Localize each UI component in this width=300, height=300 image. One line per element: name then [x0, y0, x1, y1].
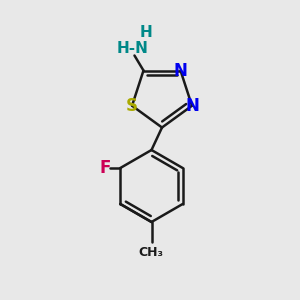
Text: N: N	[185, 97, 199, 115]
Text: H: H	[139, 25, 152, 40]
Text: N: N	[174, 61, 188, 80]
Text: H-N: H-N	[117, 40, 149, 56]
Text: S: S	[126, 97, 138, 115]
Text: CH₃: CH₃	[138, 245, 164, 259]
Text: F: F	[99, 159, 110, 177]
